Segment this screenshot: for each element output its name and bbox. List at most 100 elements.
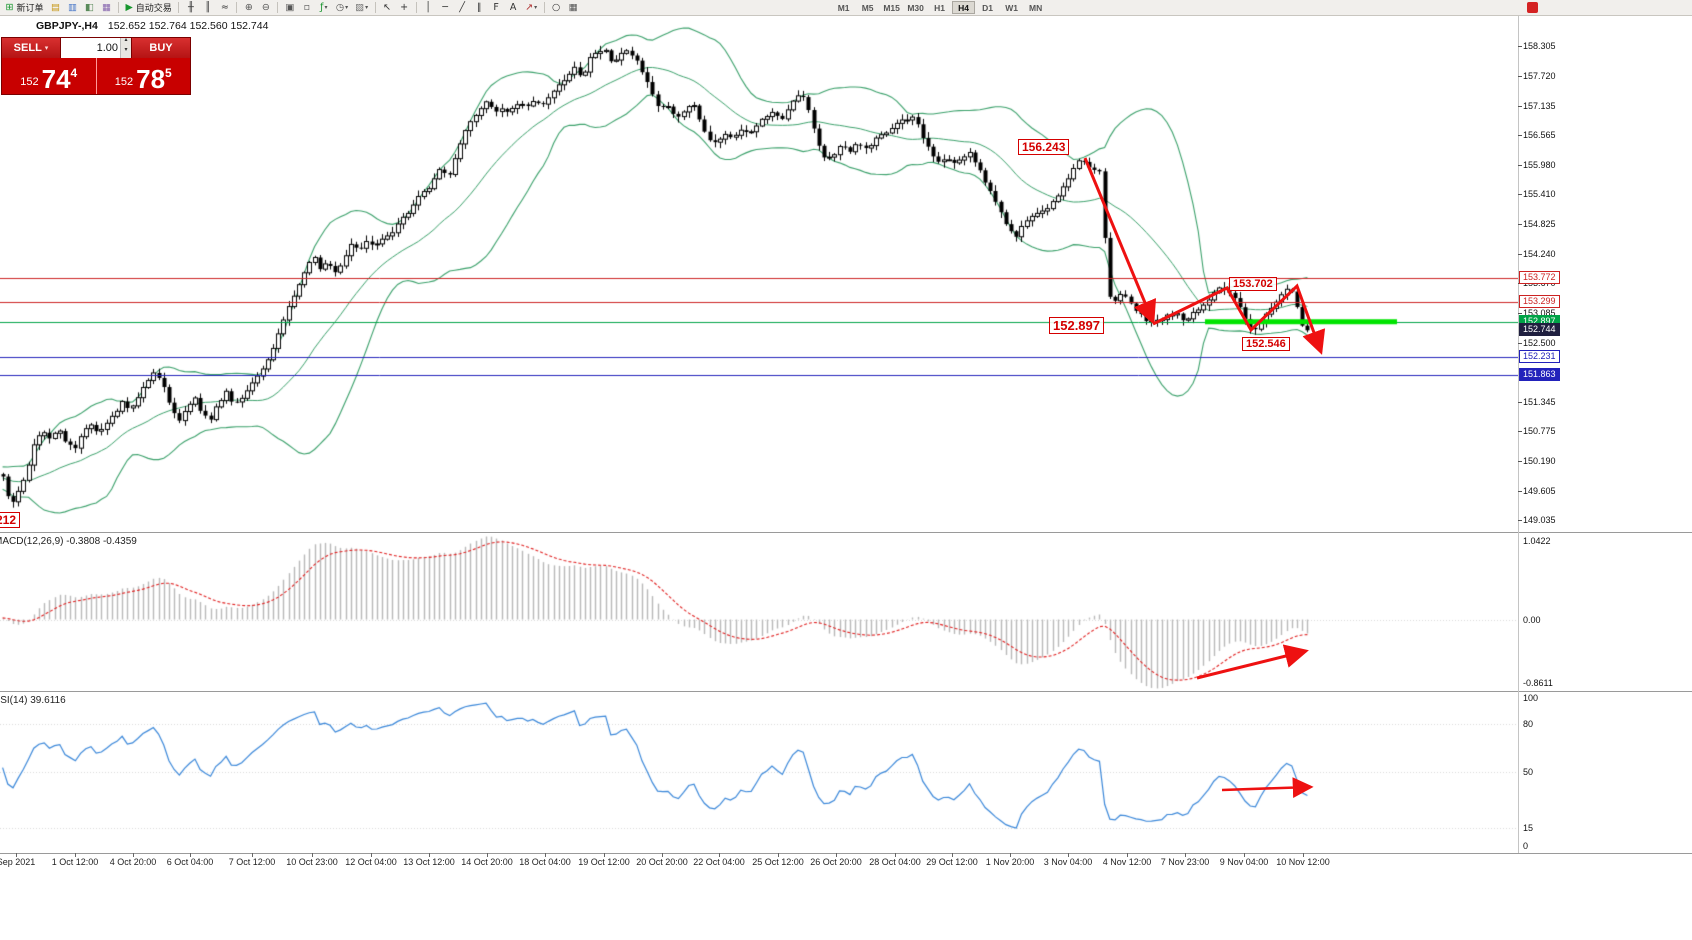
time-axis-label: 7 Nov 23:00 [1160,857,1210,867]
toolbar-crosshair-icon[interactable]: + [396,1,412,14]
toolbar-indicators-icon[interactable]: ƒ ▾ [316,1,332,14]
rsi-indicator-label: RSI(14) 39.6116 [0,695,66,706]
sell-button[interactable]: SELL ▾ [2,38,60,58]
indicator-scale-label: 100 [1523,693,1539,703]
time-axis-label: 10 Oct 23:00 [286,857,338,867]
sell-label: SELL [13,42,42,54]
time-axis-tick [252,853,253,857]
chevron-down-icon: ▾ [534,5,538,11]
price-scale-tag: 151.863 [1519,368,1560,382]
chart-ohlc-label: GBPJPY-,H4 152.652 152.764 152.560 152.74… [36,20,268,32]
new-order-icon: ⊞ [5,2,14,13]
timeframe-m30-button[interactable]: M30 [907,3,924,13]
chevron-down-icon: ▾ [345,5,349,11]
price-scale-tick: 150.775 [1523,425,1556,436]
timeframe-m15-button[interactable]: M15 [883,3,900,13]
vertical-line-icon: │ [425,2,431,13]
buy-button[interactable]: BUY [132,38,190,58]
auto-trading-icon: ▶ [125,2,133,13]
chevron-down-icon: ▾ [365,5,369,11]
toolbar-auto-trading-button[interactable]: ▶ 自动交易 [122,1,174,14]
toolbar-profiles-icon[interactable]: ▤ [47,1,63,14]
toolbar-navigator-icon[interactable]: ◧ [81,1,97,14]
rsi-panel-canvas[interactable] [0,692,1518,852]
price-scale-tick: 151.345 [1523,396,1556,407]
terminal-icon: ▦ [101,2,111,13]
toolbar-zoom-out-icon[interactable]: ⊖ [258,1,274,14]
panel-separator[interactable] [0,691,1692,692]
equidistant-channel-icon: ∥ [476,2,482,13]
macd-indicator-label: MACD(12,26,9) -0.3808 -0.4359 [0,536,137,547]
toolbar-line-chart-icon[interactable]: ≈ [217,1,233,14]
toolbar-market-watch-icon[interactable]: ▥ [64,1,80,14]
toolbar-text-label-icon[interactable]: A [505,1,521,14]
timeframe-d1-button[interactable]: D1 [982,3,994,13]
sell-price-display[interactable]: 152 74 4 [2,58,97,94]
toolbar-templates-icon[interactable]: ▨ ▾ [352,1,371,14]
toolbar-shapes-icon[interactable]: ○ [548,1,564,14]
navigator-icon: ◧ [84,2,94,13]
panel-separator[interactable] [0,532,1692,533]
toolbar-fibonacci-icon[interactable]: F [488,1,504,14]
timeframe-w1-button[interactable]: W1 [1005,3,1018,13]
time-axis-tick [836,853,837,857]
toolbar-terminal-icon[interactable]: ▦ [98,1,114,14]
toolbar-candlestick-chart-icon[interactable]: ║ [200,1,216,14]
toolbar-bar-chart-icon[interactable]: ╫ [183,1,199,14]
time-axis-tick [16,853,17,857]
volume-down-button[interactable]: ▾ [121,47,131,58]
toolbar-equidistant-channel-icon[interactable]: ∥ [471,1,487,14]
price-scale-tick: 149.605 [1523,485,1556,496]
candlestick-chart-icon: ║ [204,2,211,13]
toolbar-new-window-icon[interactable]: ▫ [299,1,315,14]
indicator-scale-label: 50 [1523,767,1534,777]
macd-panel-canvas[interactable] [0,533,1518,691]
time-axis-tick [895,853,896,857]
toolbar-vertical-line-icon[interactable]: │ [420,1,436,14]
price-scale-tick: 155.410 [1523,189,1556,199]
price-annotation: 152.546 [1242,337,1290,351]
volume-up-button[interactable]: ▴ [121,37,131,48]
time-axis-tick [1185,853,1186,857]
main-chart-canvas[interactable] [0,16,1518,532]
horizontal-line-icon: ─ [442,2,448,13]
toolbar-arrows-icon[interactable]: ↗ ▾ [522,1,540,14]
shapes-icon: ○ [551,2,561,13]
toolbar-new-order-button[interactable]: ⊞ 新订单 [3,1,47,14]
chevron-down-icon: ▾ [44,45,49,52]
time-axis-tick [75,853,76,857]
time-axis-label: 4 Nov 12:00 [1102,857,1152,867]
templates-icon: ▨ [355,2,365,13]
timeframe-m5-button[interactable]: M5 [861,3,874,13]
sell-price-prefix: 152 [20,76,39,88]
timeframe-h1-button[interactable]: H1 [934,3,946,13]
buy-price-display[interactable]: 152 78 5 [96,58,190,94]
toolbar-separator [415,2,417,13]
toolbar-trendline-icon[interactable]: ╱ [454,1,470,14]
toolbar-grid-icon[interactable]: ▦ [565,1,581,14]
toolbar-tile-windows-icon[interactable]: ▣ [282,1,298,14]
price-scale-tick-mark [1518,431,1522,432]
time-axis-label: 20 Oct 20:00 [636,857,688,867]
price-annotation: 156.243 [1018,139,1070,155]
timeframe-m1-button[interactable]: M1 [837,3,850,13]
toolbar-horizontal-line-icon[interactable]: ─ [437,1,453,14]
price-scale-tick-mark [1518,106,1522,107]
price-scale-tick-mark [1518,520,1522,521]
symbol-label: GBPJPY-,H4 [36,20,98,32]
zoom-out-icon: ⊖ [261,2,270,13]
price-scale-tick-mark [1518,135,1522,136]
volume-input[interactable] [61,38,120,58]
toolbar-zoom-in-icon[interactable]: ⊕ [241,1,257,14]
toolbar-cursor-icon[interactable]: ↖ [379,1,395,14]
new-order-label: 新订单 [16,3,44,13]
time-axis-label: 22 Oct 04:00 [693,857,745,867]
toolbar-alert-badge[interactable] [1527,2,1538,13]
time-axis-tick [1244,853,1245,857]
timeframe-mn-button[interactable]: MN [1028,3,1043,13]
profiles-icon: ▤ [50,2,60,13]
toolbar-periods-icon[interactable]: ◷ ▾ [333,1,351,14]
price-scale-tick: 157.135 [1523,100,1556,111]
timeframe-h4-button[interactable]: H4 [952,1,976,14]
price-annotation: 212 [0,512,21,528]
